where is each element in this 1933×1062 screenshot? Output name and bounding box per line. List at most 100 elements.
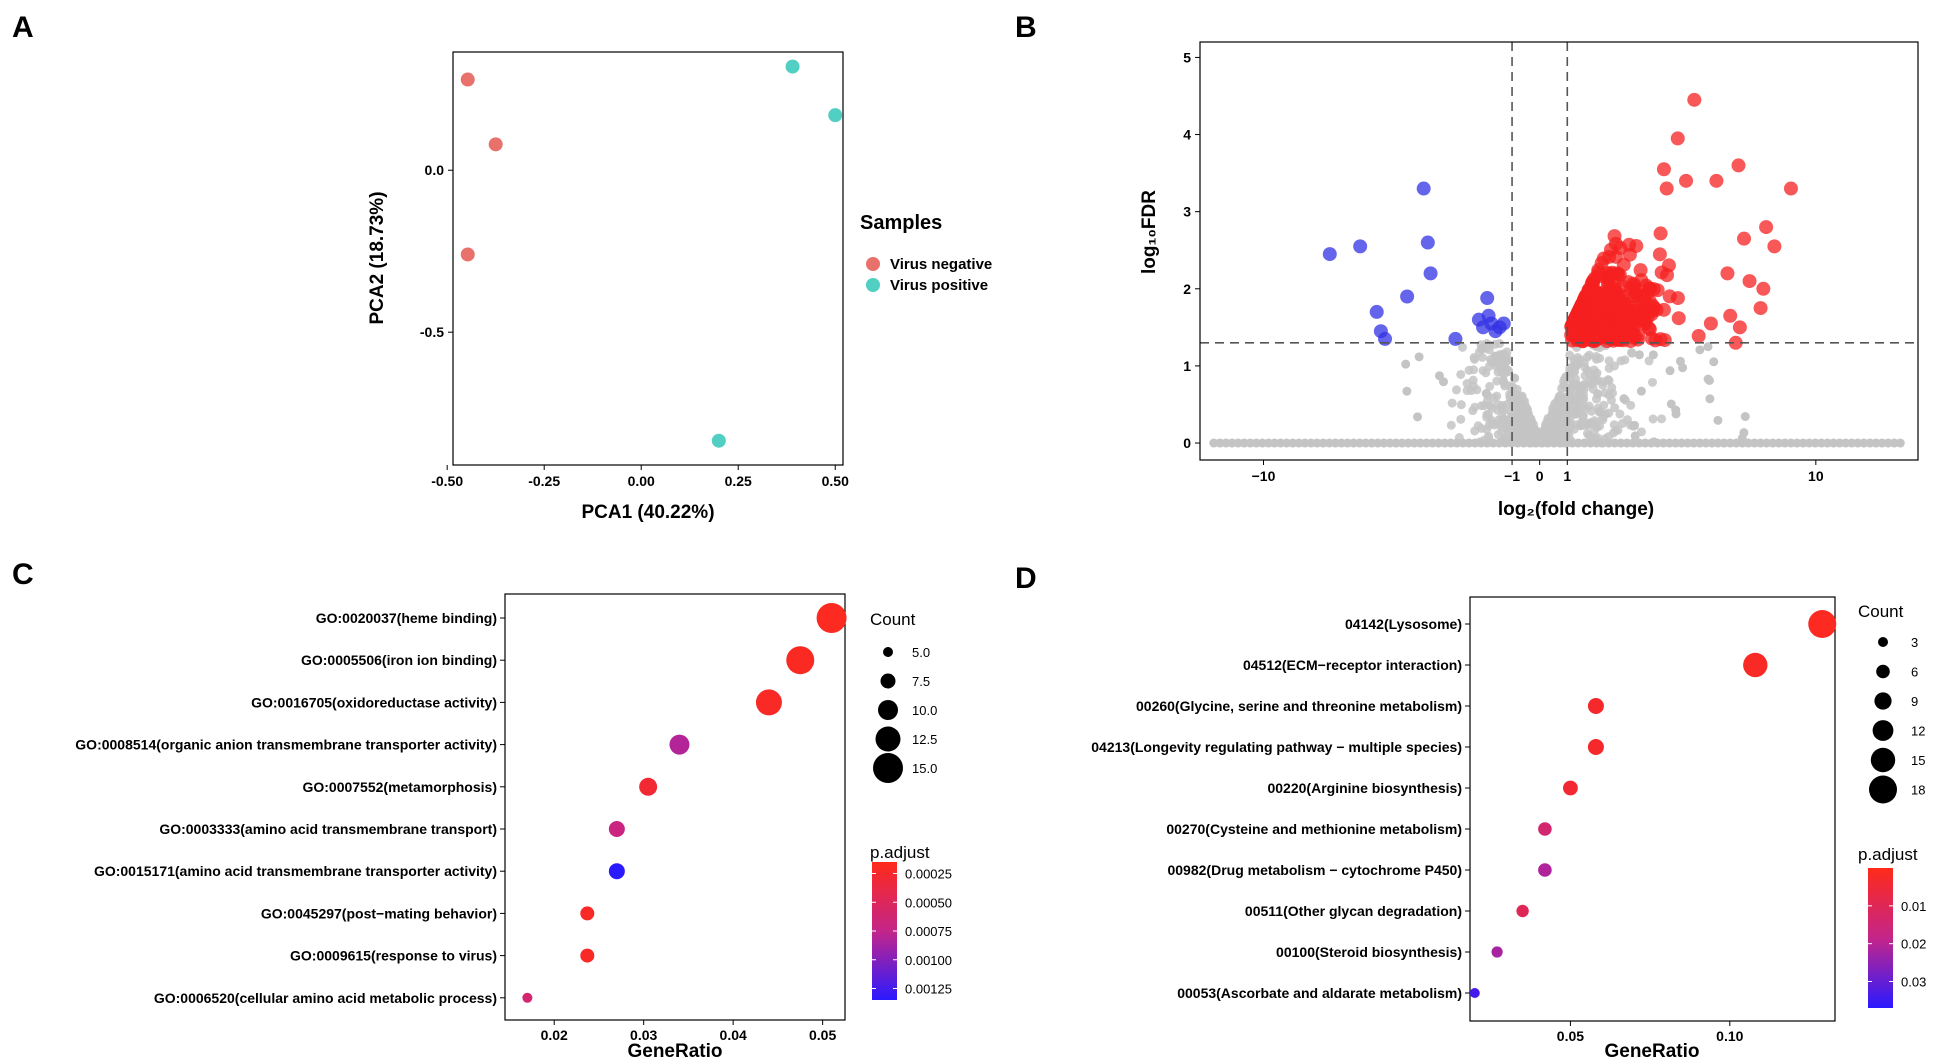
volcano-ns-point: [1532, 436, 1542, 446]
volcano-up-point: [1634, 273, 1649, 288]
volcano-up-point: [1637, 293, 1652, 308]
volcano-ns-point: [1705, 394, 1715, 404]
kegg-x-axis: 0.05 0.10: [1557, 1021, 1744, 1044]
volcano-ns-point: [1501, 423, 1511, 433]
volcano-ns-point: [1630, 420, 1640, 430]
volcano-ns-point: [1572, 360, 1582, 370]
go-x-tick-label: 0.04: [720, 1027, 747, 1043]
volcano-ns-point: [1487, 403, 1497, 413]
pca-point: [460, 72, 475, 87]
volcano-x-tick-label: 1: [1563, 468, 1571, 484]
pca-x-tick-label: -0.25: [528, 473, 560, 489]
volcano-up-point: [1653, 226, 1668, 241]
go-dot: [786, 646, 815, 675]
volcano-up-point: [1720, 266, 1735, 281]
volcano-ns-point: [1584, 350, 1594, 360]
volcano-up-point: [1671, 311, 1686, 326]
volcano-up-point: [1783, 181, 1798, 196]
pca-legend-entries: Virus negative Virus positive: [866, 256, 992, 294]
volcano-up-point: [1679, 173, 1694, 188]
volcano-up-point: [1566, 315, 1581, 330]
go-dot: [608, 863, 625, 880]
volcano-up-point: [1605, 265, 1620, 280]
volcano-up-point: [1646, 282, 1661, 297]
volcano-ns-point: [1695, 345, 1705, 355]
pca-x-tick-label: 0.25: [725, 473, 752, 489]
panel-label-a: A: [12, 11, 34, 44]
volcano-ns-point: [1604, 432, 1614, 442]
volcano-up-point: [1608, 249, 1623, 264]
kegg-dot: [1743, 652, 1768, 678]
volcano-ns-point: [1588, 377, 1598, 387]
volcano-ns-point: [1713, 415, 1723, 425]
volcano-ns-point: [1566, 436, 1576, 446]
kegg-size-label: 6: [1911, 665, 1918, 680]
kegg-size-key: [1869, 775, 1897, 804]
volcano-ns-point: [1510, 433, 1520, 443]
volcano-ns-point: [1634, 350, 1644, 360]
volcano-x-tick-label: 0: [1536, 468, 1544, 484]
volcano-up-point: [1756, 281, 1771, 296]
volcano-ns-point: [1401, 359, 1411, 369]
go-size-key: [883, 647, 893, 657]
kegg-size-key: [1872, 720, 1894, 741]
kegg-dot: [1563, 780, 1578, 796]
kegg-x-axis-title: GeneRatio: [1604, 1041, 1699, 1062]
kegg-dot: [1538, 822, 1552, 836]
go-dots: [522, 603, 847, 1003]
volcano-ns-point: [1491, 351, 1501, 361]
volcano-up-point: [1659, 181, 1674, 196]
volcano-ns-point: [1517, 394, 1527, 404]
pca-x-tick-label: 0.50: [822, 473, 849, 489]
go-colorbar: 0.00025 0.00050 0.00075 0.00100 0.00125: [872, 862, 952, 1000]
volcano-ns-point: [1571, 409, 1581, 419]
kegg-category-label: 00220(Arginine biosynthesis): [1267, 780, 1462, 796]
kegg-colorbar: 0.01 0.02 0.03: [1868, 868, 1926, 1008]
volcano-ns-point: [1611, 426, 1621, 436]
pca-point: [711, 433, 726, 448]
volcano-x-tick-label: −1: [1504, 468, 1520, 484]
volcano-x-tick-label: −10: [1252, 468, 1276, 484]
kegg-colorbar-label: 0.01: [1901, 899, 1926, 914]
volcano-up-point: [1670, 131, 1685, 146]
volcano-ns-point: [1508, 382, 1518, 392]
volcano-ns-point: [1549, 412, 1559, 422]
volcano-up-point: [1759, 220, 1774, 235]
volcano-up-point: [1703, 316, 1718, 331]
volcano-ns-point: [1619, 394, 1629, 404]
pca-y-axis: 0.0 -0.5: [420, 162, 453, 340]
volcano-ns-point: [1477, 344, 1487, 354]
kegg-size-legend-entries: 3 6 9 12 15 18: [1869, 635, 1925, 804]
kegg-colorbar-label: 0.03: [1901, 975, 1926, 990]
go-x-axis-title: GeneRatio: [627, 1041, 722, 1062]
volcano-ns-point: [1469, 365, 1479, 375]
pca-point: [785, 59, 800, 74]
volcano-ns-point: [1604, 356, 1614, 366]
kegg-size-label: 3: [1911, 635, 1918, 650]
volcano-ns-point: [1610, 403, 1620, 413]
volcano-ns-point: [1666, 399, 1676, 409]
pca-legend: Samples Virus negative Virus positive: [860, 212, 992, 294]
pca-x-axis-title: PCA1 (40.22%): [581, 502, 714, 523]
volcano-up-point: [1687, 92, 1702, 107]
volcano-up-point: [1622, 237, 1637, 252]
volcano-ns-point: [1473, 421, 1483, 431]
volcano-ns-point: [1492, 376, 1502, 386]
kegg-colorbar-gradient: [1868, 868, 1893, 1008]
volcano-ns-point: [1593, 389, 1603, 399]
volcano-y-axis-title: log₁₀FDR: [1139, 190, 1160, 274]
volcano-up-point: [1742, 274, 1757, 289]
kegg-x-tick-label: 0.05: [1557, 1028, 1584, 1044]
volcano-ns-point: [1550, 399, 1560, 409]
volcano-up-point: [1608, 236, 1623, 251]
volcano-ns-point: [1573, 397, 1583, 407]
kegg-category-label: 04512(ECM−receptor interaction): [1243, 657, 1462, 673]
volcano-up-point: [1723, 308, 1738, 323]
volcano-y-tick-label: 0: [1183, 435, 1191, 451]
volcano-ns-point: [1451, 385, 1461, 395]
volcano-down-point: [1480, 291, 1495, 306]
go-category-label: GO:0007552(metamorphosis): [302, 779, 497, 795]
volcano-ns-point: [1604, 376, 1614, 386]
volcano-ns-point: [1630, 431, 1640, 441]
